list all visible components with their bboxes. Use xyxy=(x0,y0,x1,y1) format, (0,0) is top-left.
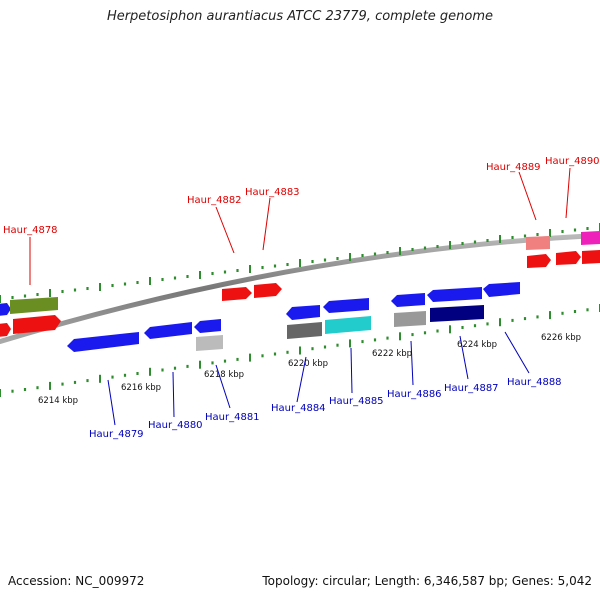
gene-feature[interactable] xyxy=(13,315,61,334)
gene-feature[interactable] xyxy=(394,311,426,327)
genome-backbone xyxy=(0,232,600,345)
accession-text: Accession: NC_009972 xyxy=(8,574,145,588)
gene-feature[interactable] xyxy=(582,250,600,264)
gene-label: Haur_4890 xyxy=(545,156,600,167)
gene-feature[interactable] xyxy=(581,231,600,245)
gene-feature[interactable] xyxy=(0,303,11,316)
genome-summary-text: Topology: circular; Length: 6,346,587 bp… xyxy=(262,574,592,588)
scale-label: 6224 kbp xyxy=(457,340,497,350)
gene-feature[interactable] xyxy=(427,287,482,302)
map-title: Herpetosiphon aurantiacus ATCC 23779, co… xyxy=(106,9,494,24)
minus-gene-labels: Haur_4879 Haur_4880 Haur_4881 Haur_4884 … xyxy=(89,377,562,440)
gene-label: Haur_4879 xyxy=(89,429,144,440)
scale-labels: 6214 kbp 6216 kbp 6218 kbp 6220 kbp 6222… xyxy=(38,333,581,406)
gene-label: Haur_4880 xyxy=(148,420,203,431)
gene-feature[interactable] xyxy=(287,322,322,339)
gene-label: Haur_4884 xyxy=(271,403,326,414)
scale-label: 6218 kbp xyxy=(204,370,244,380)
gene-feature[interactable] xyxy=(67,332,139,352)
gene-feature[interactable] xyxy=(286,305,320,320)
gene-label: Haur_4889 xyxy=(486,162,541,173)
gene-label: Haur_4878 xyxy=(3,225,58,236)
scale-label: 6214 kbp xyxy=(38,396,78,406)
gene-feature[interactable] xyxy=(254,283,282,298)
gene-label: Haur_4887 xyxy=(444,383,499,394)
gene-label: Haur_4881 xyxy=(205,412,260,423)
gene-feature[interactable] xyxy=(391,293,425,307)
gene-label: Haur_4886 xyxy=(387,389,442,400)
gene-feature[interactable] xyxy=(10,297,58,314)
scale-label: 6226 kbp xyxy=(541,333,581,343)
gene-label: Haur_4888 xyxy=(507,377,562,388)
gene-label: Haur_4885 xyxy=(329,396,384,407)
label-connectors xyxy=(29,167,571,426)
gene-feature[interactable] xyxy=(556,251,581,265)
gene-label: Haur_4883 xyxy=(245,187,300,198)
gene-feature[interactable] xyxy=(527,254,551,268)
gene-feature[interactable] xyxy=(196,335,223,351)
scale-label: 6216 kbp xyxy=(121,383,161,393)
plus-gene-labels: Haur_4878 Haur_4882 Haur_4883 Haur_4889 … xyxy=(3,156,600,236)
gene-feature[interactable] xyxy=(0,323,11,337)
gene-feature[interactable] xyxy=(526,236,550,250)
gene-feature[interactable] xyxy=(222,287,252,301)
gene-feature[interactable] xyxy=(194,319,221,333)
scale-guides xyxy=(0,223,600,397)
gene-feature[interactable] xyxy=(323,298,369,313)
plus-strand-features xyxy=(0,231,600,337)
gene-feature[interactable] xyxy=(483,282,520,297)
gene-label: Haur_4882 xyxy=(187,195,242,206)
scale-label: 6222 kbp xyxy=(372,349,412,359)
gene-feature[interactable] xyxy=(144,322,192,339)
scale-label: 6220 kbp xyxy=(288,359,328,369)
gene-feature[interactable] xyxy=(325,316,371,334)
minus-strand-features xyxy=(67,282,520,352)
gene-feature[interactable] xyxy=(430,305,484,322)
